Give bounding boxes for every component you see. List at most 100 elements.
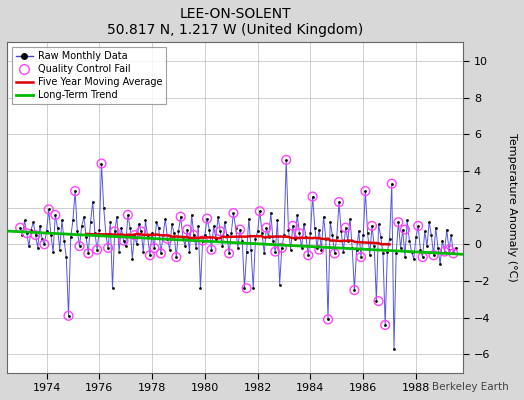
Point [414, 223, 422, 229]
Point [355, 228, 363, 235]
Point [40, 241, 49, 248]
Point [445, 246, 453, 253]
Point [240, 285, 248, 292]
Point [157, 250, 165, 257]
Point [192, 245, 200, 251]
Point [324, 316, 332, 323]
Point [148, 230, 156, 236]
Point [97, 160, 106, 167]
Y-axis label: Temperature Anomaly (°C): Temperature Anomaly (°C) [507, 133, 517, 282]
Point [168, 221, 176, 227]
Point [236, 226, 244, 233]
Point [97, 160, 106, 167]
Point [67, 234, 75, 240]
Point [58, 217, 66, 224]
Point [31, 232, 40, 238]
Point [405, 237, 413, 244]
Point [179, 234, 187, 240]
Point [379, 250, 387, 257]
Point [429, 252, 438, 258]
Point [84, 250, 93, 257]
Point [174, 228, 183, 235]
Point [194, 223, 202, 229]
Point [438, 237, 446, 244]
Point [427, 232, 435, 238]
Point [390, 346, 398, 352]
Point [212, 236, 220, 242]
Point [357, 254, 365, 260]
Point [190, 232, 198, 238]
Point [185, 248, 194, 255]
Point [190, 232, 198, 238]
Point [71, 188, 79, 194]
Point [267, 210, 275, 216]
Point [139, 248, 147, 255]
Point [159, 232, 167, 238]
Point [104, 245, 112, 251]
Point [111, 228, 119, 235]
Point [56, 246, 64, 253]
Point [23, 230, 31, 236]
Point [144, 234, 152, 240]
Point [64, 312, 73, 319]
Point [429, 252, 438, 258]
Point [216, 228, 224, 235]
Point [18, 232, 27, 238]
Point [203, 215, 211, 222]
Point [271, 248, 279, 255]
Point [372, 298, 380, 304]
Point [161, 215, 169, 222]
Point [276, 281, 284, 288]
Point [335, 199, 343, 205]
Point [293, 212, 301, 218]
Point [122, 243, 130, 249]
Point [361, 188, 369, 194]
Point [75, 243, 84, 249]
Point [383, 248, 391, 255]
Point [304, 252, 312, 258]
Point [320, 214, 328, 220]
Point [295, 230, 303, 236]
Point [146, 252, 154, 258]
Point [388, 180, 396, 187]
Point [243, 285, 251, 292]
Point [177, 214, 185, 220]
Point [342, 224, 350, 231]
Point [300, 221, 308, 227]
Point [311, 224, 319, 231]
Point [170, 230, 178, 236]
Point [16, 224, 24, 231]
Point [322, 236, 330, 242]
Point [401, 254, 409, 260]
Point [251, 236, 259, 242]
Point [309, 193, 317, 200]
Point [436, 261, 444, 268]
Point [247, 246, 255, 253]
Point [208, 246, 216, 253]
Point [282, 157, 290, 163]
Point [177, 214, 185, 220]
Point [60, 237, 68, 244]
Point [221, 219, 229, 226]
Point [93, 246, 101, 253]
Point [337, 228, 345, 235]
Point [315, 226, 323, 233]
Point [306, 230, 314, 236]
Point [16, 224, 24, 231]
Point [38, 236, 46, 242]
Point [273, 217, 281, 224]
Point [388, 180, 396, 187]
Point [331, 250, 339, 257]
Point [315, 246, 323, 253]
Point [346, 215, 354, 222]
Point [108, 285, 117, 292]
Point [403, 217, 411, 224]
Point [304, 252, 312, 258]
Point [447, 232, 455, 238]
Point [381, 322, 389, 328]
Point [262, 224, 270, 231]
Point [124, 212, 132, 218]
Point [34, 245, 42, 251]
Point [62, 254, 71, 260]
Point [126, 224, 134, 231]
